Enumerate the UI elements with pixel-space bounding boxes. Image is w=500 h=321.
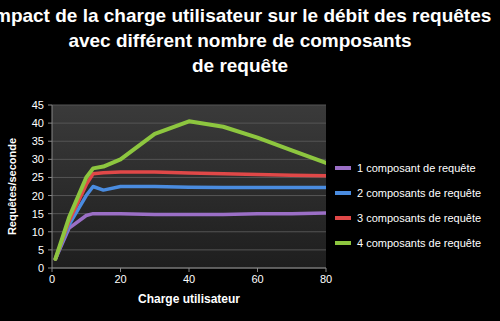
chart: Impact de la charge utilisateur sur le d…	[0, 0, 500, 321]
x-tick-label: 80	[320, 273, 332, 285]
y-tick-label: 30	[32, 153, 44, 165]
x-tick-label: 0	[49, 273, 55, 285]
x-tick	[257, 268, 258, 272]
y-tick	[48, 231, 52, 232]
x-tick-label: 60	[251, 273, 263, 285]
y-tick-label: 15	[32, 208, 44, 220]
y-tick	[48, 195, 52, 196]
x-tick	[189, 268, 190, 272]
background	[0, 0, 500, 321]
legend-label: 1 composant de requête	[357, 162, 476, 174]
grid-line	[52, 249, 326, 250]
y-axis-label: Requêtes/seconde	[6, 138, 18, 235]
series-line	[55, 121, 326, 259]
y-tick	[48, 249, 52, 250]
grid-line	[52, 141, 326, 142]
y-tick-label: 10	[32, 226, 44, 238]
title-line: Impact de la charge utilisateur sur le d…	[0, 5, 491, 26]
x-tick-label: 20	[114, 273, 126, 285]
plot-area	[52, 105, 326, 268]
grid-line	[52, 105, 326, 106]
grid-line	[52, 231, 326, 232]
title: Impact de la charge utilisateur sur le d…	[0, 5, 491, 76]
legend-swatch	[335, 166, 351, 170]
x-axis-label: Charge utilisateur	[138, 292, 240, 306]
legend-label: 2 composants de requête	[357, 187, 481, 199]
grid-line	[52, 159, 326, 160]
y-axis	[52, 105, 53, 268]
series-line	[55, 172, 326, 259]
y-tick-label: 45	[32, 99, 44, 111]
title-line: avec différent nombre de composants	[68, 30, 411, 51]
y-tick-label: 20	[32, 190, 44, 202]
series-line	[55, 213, 326, 259]
legend-swatch	[335, 241, 351, 245]
series-line	[55, 187, 326, 259]
legend-swatch	[335, 191, 351, 195]
y-tick	[48, 268, 52, 269]
y-tick	[48, 177, 52, 178]
y-tick	[48, 159, 52, 160]
y-tick	[48, 141, 52, 142]
grid-line	[52, 268, 326, 269]
y-tick-label: 0	[38, 262, 44, 274]
y-tick	[48, 123, 52, 124]
grid-line	[52, 195, 326, 196]
y-tick-label: 40	[32, 117, 44, 129]
legend: 1 composant de requête 2 composants de re…	[335, 162, 481, 249]
y-tick-label: 25	[32, 171, 44, 183]
x-tick	[326, 268, 327, 272]
legend-label: 4 composants de requête	[357, 237, 481, 249]
y-tick-label: 35	[32, 135, 44, 147]
x-axis	[52, 268, 326, 269]
y-tick	[48, 105, 52, 106]
y-tick	[48, 213, 52, 214]
x-tick-label: 40	[183, 273, 195, 285]
x-tick	[52, 268, 53, 272]
legend-label: 3 composants de requête	[357, 212, 481, 224]
title-line: de requête	[192, 55, 288, 76]
legend-swatch	[335, 216, 351, 220]
series-group	[55, 121, 326, 259]
y-tick-label: 5	[38, 244, 44, 256]
x-tick	[120, 268, 121, 272]
